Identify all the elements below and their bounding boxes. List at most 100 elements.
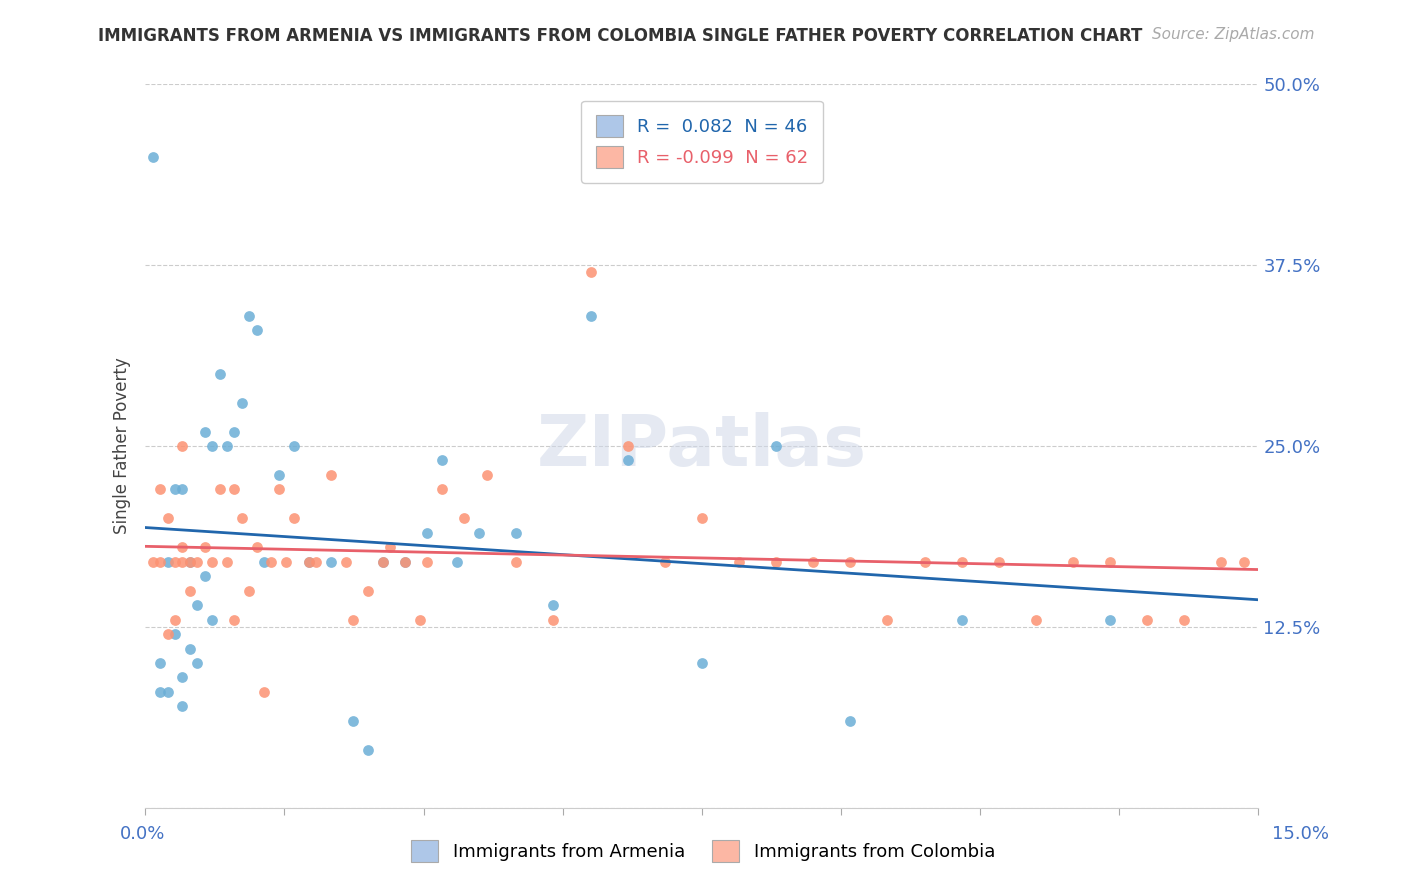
Point: [172, 699, 194, 714]
Point: [1211, 555, 1233, 569]
Point: [616, 453, 638, 467]
Point: [201, 613, 224, 627]
Point: [194, 425, 217, 439]
Point: [950, 555, 973, 569]
Point: [1173, 613, 1195, 627]
Text: ZIPatlas: ZIPatlas: [537, 411, 868, 481]
Point: [201, 439, 224, 453]
Point: [276, 555, 298, 569]
Point: [149, 555, 172, 569]
Point: [201, 555, 224, 569]
Point: [156, 685, 179, 699]
Point: [142, 555, 165, 569]
Point: [690, 511, 713, 525]
Point: [319, 555, 342, 569]
Legend: Immigrants from Armenia, Immigrants from Colombia: Immigrants from Armenia, Immigrants from…: [404, 833, 1002, 870]
Point: [1099, 613, 1122, 627]
Point: [1099, 555, 1122, 569]
Point: [342, 714, 364, 728]
Point: [149, 685, 172, 699]
Point: [224, 613, 246, 627]
Point: [297, 555, 319, 569]
Point: [186, 598, 208, 612]
Point: [416, 555, 439, 569]
Point: [1025, 613, 1047, 627]
Point: [142, 150, 165, 164]
Point: [409, 613, 432, 627]
Point: [156, 511, 179, 525]
Point: [163, 627, 186, 641]
Point: [475, 467, 498, 482]
Point: [186, 555, 208, 569]
Point: [267, 483, 290, 497]
Point: [453, 511, 475, 525]
Point: [416, 525, 439, 540]
Point: [305, 555, 328, 569]
Text: IMMIGRANTS FROM ARMENIA VS IMMIGRANTS FROM COLOMBIA SINGLE FATHER POVERTY CORREL: IMMIGRANTS FROM ARMENIA VS IMMIGRANTS FR…: [98, 27, 1143, 45]
Point: [194, 569, 217, 583]
Point: [253, 685, 276, 699]
Point: [505, 525, 527, 540]
Point: [179, 583, 201, 598]
Point: [163, 613, 186, 627]
Point: [172, 555, 194, 569]
Point: [616, 439, 638, 453]
Y-axis label: Single Father Poverty: Single Father Poverty: [114, 358, 131, 534]
Point: [224, 483, 246, 497]
Point: [319, 467, 342, 482]
Point: [149, 656, 172, 670]
Point: [446, 555, 468, 569]
Point: [267, 467, 290, 482]
Point: [260, 555, 283, 569]
Point: [163, 483, 186, 497]
Point: [156, 555, 179, 569]
Point: [231, 395, 253, 409]
Point: [246, 323, 269, 337]
Point: [179, 641, 201, 656]
Point: [208, 367, 231, 381]
Point: [914, 555, 936, 569]
Point: [690, 656, 713, 670]
Point: [765, 439, 787, 453]
Point: [163, 555, 186, 569]
Point: [253, 555, 276, 569]
Text: Source: ZipAtlas.com: Source: ZipAtlas.com: [1152, 27, 1315, 42]
Point: [172, 670, 194, 684]
Point: [839, 714, 862, 728]
Point: [224, 425, 246, 439]
Point: [1136, 613, 1159, 627]
Point: [839, 555, 862, 569]
Point: [172, 439, 194, 453]
Point: [357, 743, 380, 757]
Point: [468, 525, 491, 540]
Point: [231, 511, 253, 525]
Point: [149, 483, 172, 497]
Point: [208, 483, 231, 497]
Point: [876, 613, 898, 627]
Point: [543, 613, 565, 627]
Point: [238, 583, 260, 598]
Point: [505, 555, 527, 569]
Point: [543, 598, 565, 612]
Point: [335, 555, 357, 569]
Point: [179, 555, 201, 569]
Point: [579, 309, 602, 323]
Point: [215, 555, 238, 569]
Point: [172, 541, 194, 555]
Point: [430, 453, 453, 467]
Point: [1062, 555, 1084, 569]
Point: [357, 583, 380, 598]
Point: [297, 555, 319, 569]
Point: [1233, 555, 1256, 569]
Point: [950, 613, 973, 627]
Point: [654, 555, 676, 569]
Point: [371, 555, 394, 569]
Point: [238, 309, 260, 323]
Point: [394, 555, 416, 569]
Point: [179, 555, 201, 569]
Point: [156, 627, 179, 641]
Point: [283, 511, 305, 525]
Point: [186, 656, 208, 670]
Text: 15.0%: 15.0%: [1271, 825, 1329, 843]
Point: [172, 483, 194, 497]
